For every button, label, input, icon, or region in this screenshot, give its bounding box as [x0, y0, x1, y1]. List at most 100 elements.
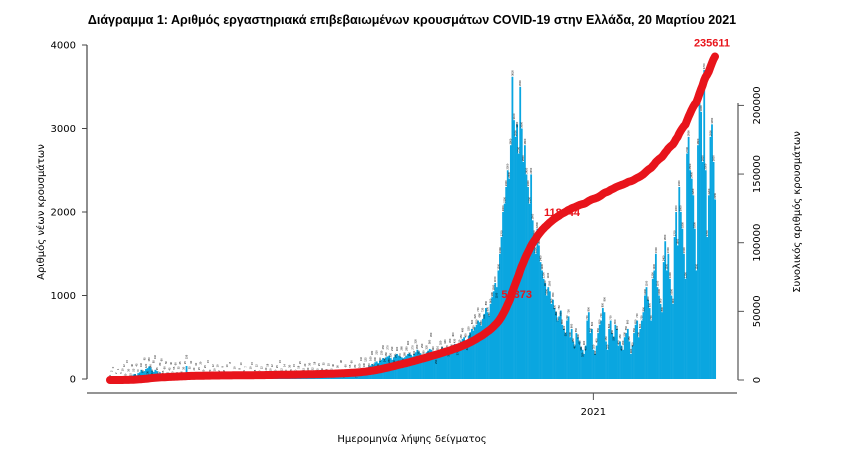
bar-value-label: 170	[372, 363, 376, 368]
bar	[480, 325, 483, 379]
bar	[411, 356, 414, 379]
bar-value-label: 2500	[704, 163, 708, 169]
bar-value-label: 350	[621, 340, 625, 345]
bar-value-label: 1400	[538, 255, 542, 261]
bar-value-label: 2100	[527, 197, 531, 203]
bar-value-label: 950	[551, 292, 555, 297]
bar-value-label: 60	[133, 374, 137, 377]
bar	[592, 349, 595, 379]
bar-value-label: 700	[599, 313, 603, 318]
bar	[704, 170, 707, 379]
bar-value-label: 15	[278, 360, 282, 363]
bar-value-label: 950	[646, 296, 650, 301]
bar-value-label: 95	[142, 357, 146, 360]
bar-value-label: 650	[633, 319, 637, 324]
x-tick-label: 2021	[581, 407, 606, 418]
bar-value-label: 600	[615, 325, 619, 330]
bar-value-label: 600	[562, 325, 566, 330]
bar-value-label: 1300	[694, 263, 698, 269]
bar-value-label: 250	[381, 344, 385, 349]
bar-value-label: 650	[598, 319, 602, 324]
bar-value-label: 410	[457, 339, 461, 344]
bar-value-label: 210	[375, 350, 379, 355]
bar	[578, 341, 581, 379]
bar	[633, 333, 635, 379]
bar-value-label: 270	[398, 353, 402, 358]
bar-value-label: 22	[311, 367, 315, 370]
bar-value-label: 1800	[680, 222, 684, 228]
bar	[659, 303, 662, 379]
bar	[402, 358, 405, 380]
bar	[550, 303, 553, 379]
bar-value-label: 310	[407, 351, 411, 356]
bar-value-label: 1150	[493, 276, 497, 282]
bar	[500, 237, 503, 379]
bar	[472, 330, 475, 379]
bar	[511, 76, 514, 379]
bar	[598, 324, 601, 379]
bar-value-label: 156	[184, 354, 188, 359]
bar	[339, 375, 342, 379]
bar	[647, 299, 649, 379]
bar	[455, 346, 458, 379]
bar-value-label: 30	[127, 368, 131, 371]
bar-value-label: 25	[128, 373, 132, 376]
bar	[619, 341, 621, 379]
bar	[456, 348, 459, 379]
bar-value-label: 370	[456, 350, 460, 355]
bar-value-label: 1050	[548, 280, 552, 286]
bar-value-label: 1500	[666, 247, 670, 253]
bar	[541, 270, 543, 379]
bar	[491, 297, 494, 379]
bar-value-label: 25	[183, 361, 187, 364]
bar	[558, 316, 561, 380]
bar	[645, 287, 648, 379]
bar-value-label: 130	[145, 370, 149, 375]
bar	[419, 353, 422, 379]
bar-value-label: 2150	[713, 192, 717, 198]
bar-value-label: 85	[152, 360, 156, 363]
bar-value-label: 350	[591, 344, 595, 349]
bar-value-label: 1300	[665, 263, 669, 269]
bar-value-label: 8	[228, 362, 232, 364]
bar	[617, 345, 620, 379]
bar-value-label: 1000	[669, 288, 673, 294]
bar-value-label: 12	[211, 364, 215, 367]
bar-value-label: 700	[585, 315, 589, 320]
bar	[313, 377, 316, 379]
bar	[422, 355, 425, 379]
y2-tick-label: 50000	[752, 295, 763, 327]
bar-value-label: 600	[626, 319, 630, 324]
bar	[477, 320, 480, 379]
bar	[528, 203, 531, 379]
bar-value-label: 1650	[663, 234, 667, 240]
bar-value-label: 550	[588, 327, 592, 332]
bar	[424, 353, 426, 379]
bar-value-label: 2600	[521, 155, 525, 161]
bar-value-label: 12	[255, 364, 259, 367]
bar	[555, 312, 557, 379]
bar-value-label: 10	[225, 364, 229, 367]
bar-value-label: 850	[648, 302, 652, 307]
bar	[586, 320, 589, 379]
bar-value-label: 340	[443, 339, 447, 344]
bar-value-label: 500	[623, 332, 627, 337]
bar-value-label: 400	[616, 340, 620, 345]
bar-value-label: 3500	[518, 80, 522, 86]
bar	[580, 347, 582, 379]
bar	[665, 270, 668, 379]
bar	[695, 270, 698, 379]
bar-value-label: 35	[177, 366, 181, 369]
bar	[548, 291, 551, 379]
bar	[581, 349, 584, 379]
bar	[626, 328, 629, 379]
bar	[461, 338, 464, 379]
bar-value-label: 15	[292, 364, 296, 367]
bar-value-label: 30	[287, 364, 291, 367]
bar-value-label: 800	[587, 307, 591, 312]
bar	[413, 353, 416, 379]
bar-value-label: 1000	[643, 288, 647, 294]
bar-value-label: 550	[610, 329, 614, 334]
bar	[559, 310, 562, 379]
bar-value-label: 30	[194, 362, 198, 365]
